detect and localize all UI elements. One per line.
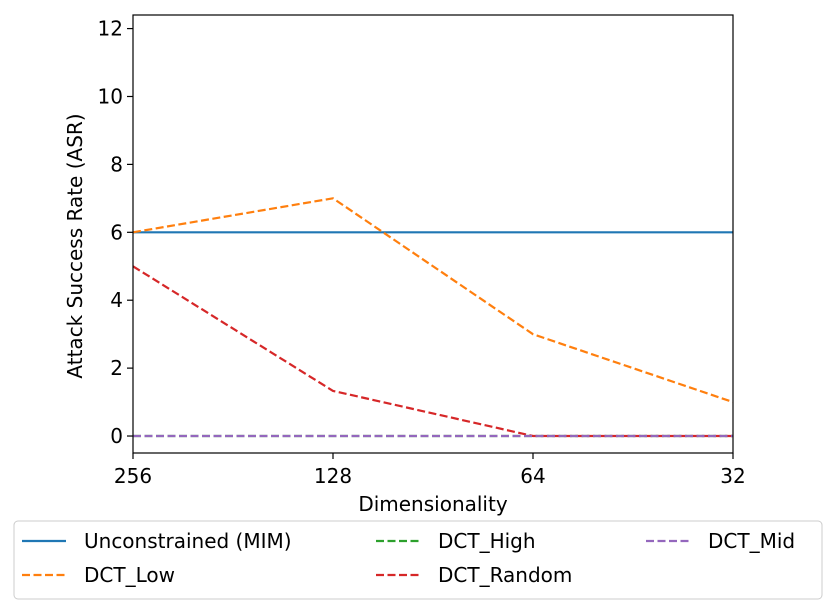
- y-tick-label: 10: [98, 84, 123, 108]
- x-tick-label: 32: [720, 464, 745, 488]
- x-tick-label: 128: [314, 464, 352, 488]
- legend-box: [13, 520, 823, 600]
- y-tick-label: 6: [110, 220, 123, 244]
- series-lines: [132, 197, 734, 438]
- legend-label-dct-low: DCT_Low: [84, 563, 175, 587]
- series-line-dct-low: [132, 197, 734, 404]
- y-tick-label: 0: [110, 424, 123, 448]
- legend-label-dct-high: DCT_High: [438, 529, 536, 553]
- x-axis-ticks: 256 128 64 32: [114, 453, 746, 488]
- y-tick-label: 4: [110, 288, 123, 312]
- series-line-dct-random: [132, 265, 733, 438]
- y-tick-label: 2: [110, 356, 123, 380]
- y-axis-ticks: 0 2 4 6 8 10 12: [98, 17, 133, 448]
- x-tick-label: 64: [520, 464, 545, 488]
- legend-label-unconstrained-mim: Unconstrained (MIM): [84, 529, 292, 553]
- legend: Unconstrained (MIM) DCT_Low DCT_High DCT_Ra…: [13, 520, 823, 600]
- x-axis-title: Dimensionality: [358, 492, 508, 516]
- y-tick-label: 8: [110, 152, 123, 176]
- y-tick-label: 12: [98, 17, 123, 41]
- plot-area-frame: [132, 14, 734, 454]
- legend-label-dct-random: DCT_Random: [438, 563, 572, 587]
- legend-label-dct-mid: DCT_Mid: [708, 529, 795, 553]
- y-axis-title: Attack Success Rate (ASR): [63, 113, 87, 378]
- x-tick-label: 256: [114, 464, 152, 488]
